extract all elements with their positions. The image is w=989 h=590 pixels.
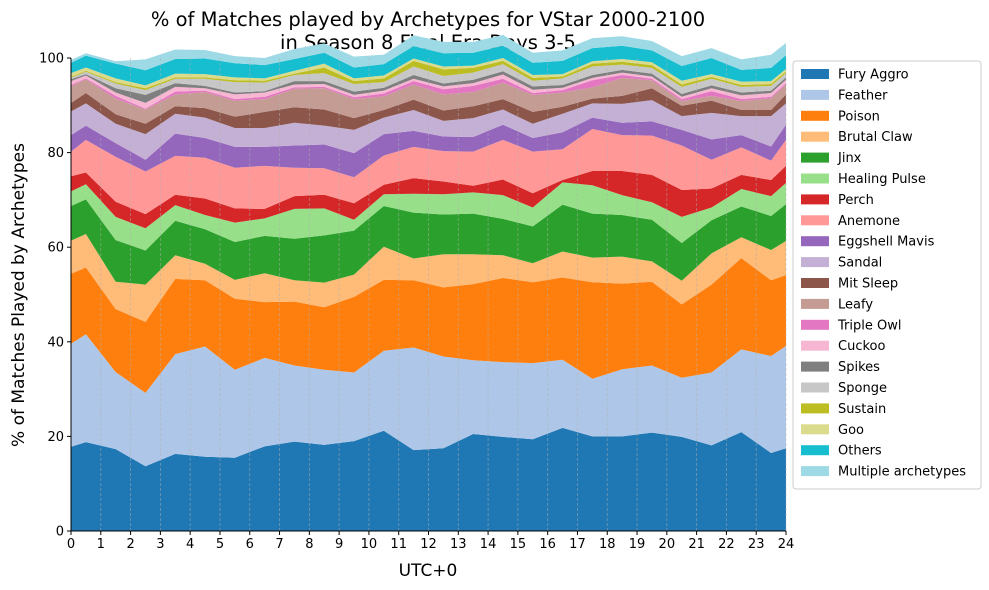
legend-label-jinx: Jinx [837, 151, 862, 166]
x-tick-label: 9 [335, 537, 343, 552]
area-cuckoo [71, 72, 786, 109]
area-multiple-archetypes [71, 34, 786, 71]
x-tick-label: 11 [390, 537, 407, 552]
x-tick-label: 1 [97, 537, 105, 552]
legend-label-healing-pulse: Healing Pulse [838, 172, 926, 187]
legend-label-goo: Goo [838, 423, 864, 438]
legend-swatch-others [801, 445, 829, 456]
x-axis-label: UTC+0 [399, 561, 458, 581]
area-spikes [71, 69, 786, 103]
y-axis-ticks: 0 20 40 60 80 100 [39, 52, 71, 540]
legend-label-fury-aggro: Fury Aggro [838, 68, 909, 83]
x-tick-label: 24 [778, 537, 795, 552]
legend-label-sandal: Sandal [838, 256, 882, 271]
x-tick-label: 21 [688, 537, 705, 552]
legend-swatch-triple-owl [801, 319, 829, 330]
legend-swatch-anemone [801, 215, 829, 226]
legend-swatch-multiple-archetypes [801, 466, 829, 477]
area-sustain [71, 60, 786, 91]
x-tick-label: 0 [67, 537, 75, 552]
x-tick-label: 12 [420, 537, 437, 552]
x-tick-label: 2 [126, 537, 134, 552]
x-gridlines [70, 58, 787, 531]
x-tick-label: 4 [186, 537, 194, 552]
legend-label-multiple-archetypes: Multiple archetypes [838, 465, 966, 480]
x-tick-label: 13 [450, 537, 467, 552]
legend-label-anemone: Anemone [838, 214, 900, 229]
x-tick-label: 15 [510, 537, 527, 552]
legend-label-eggshell-mavis: Eggshell Mavis [838, 235, 935, 250]
x-tick-label: 3 [156, 537, 164, 552]
chart-title-line1: % of Matches played by Archetypes for VS… [151, 8, 705, 31]
legend: Fury Aggro Feather Poison Brutal Claw Jinx He… [792, 60, 982, 490]
x-tick-label: 6 [246, 537, 254, 552]
legend-label-cuckoo: Cuckoo [838, 339, 885, 354]
legend-label-perch: Perch [838, 193, 874, 208]
x-tick-label: 17 [569, 537, 586, 552]
legend-swatch-perch [801, 194, 829, 205]
x-tick-label: 20 [659, 537, 676, 552]
x-tick-label: 16 [539, 537, 556, 552]
y-tick-label: 20 [47, 430, 64, 445]
legend-swatch-brutal-claw [801, 131, 829, 142]
legend-label-leafy: Leafy [838, 297, 873, 312]
y-tick-label: 40 [47, 335, 64, 350]
x-tick-label: 5 [216, 537, 224, 552]
x-tick-label: 22 [718, 537, 735, 552]
legend-swatch-feather [801, 89, 829, 100]
y-tick-label: 60 [47, 241, 64, 256]
y-tick-label: 80 [47, 146, 64, 161]
legend-box [792, 60, 982, 490]
legend-label-brutal-claw: Brutal Claw [838, 130, 913, 145]
legend-label-triple-owl: Triple Owl [837, 318, 901, 333]
legend-swatch-cuckoo [801, 340, 829, 351]
legend-swatch-spikes [801, 361, 829, 372]
legend-swatch-sandal [801, 257, 829, 268]
legend-swatch-fury-aggro [801, 69, 829, 79]
y-tick-label: 0 [56, 525, 64, 540]
x-tick-label: 14 [480, 537, 497, 552]
x-tick-label: 8 [305, 537, 313, 552]
legend-swatch-jinx [801, 152, 829, 163]
x-tick-label: 7 [275, 537, 283, 552]
legend-label-spikes: Spikes [838, 360, 880, 375]
legend-label-sustain: Sustain [838, 402, 886, 417]
legend-label-others: Others [838, 444, 882, 459]
legend-label-poison: Poison [838, 109, 880, 124]
legend-label-sponge: Sponge [838, 381, 887, 396]
legend-swatch-sponge [801, 382, 829, 393]
area-sponge [71, 64, 786, 95]
x-tick-label: 18 [599, 537, 616, 552]
legend-swatch-healing-pulse [801, 173, 829, 184]
legend-swatch-sustain [801, 403, 829, 414]
x-tick-label: 23 [748, 537, 765, 552]
legend-swatch-mit-sleep [801, 278, 829, 288]
y-axis-label: % of Matches Played by Archetypes [9, 143, 29, 447]
area-perch [71, 165, 786, 229]
legend-swatch-leafy [801, 298, 829, 309]
x-axis-ticks: 0 1 2 3 4 5 6 7 8 9 10 11 12 13 14 15 16 17 18 19 20 21 22 23 24 [67, 531, 794, 552]
legend-label-feather: Feather [838, 88, 888, 103]
x-tick-label: 19 [629, 537, 646, 552]
legend-swatch-poison [801, 110, 829, 121]
legend-swatch-goo [801, 424, 829, 435]
y-tick-label: 100 [39, 52, 64, 67]
x-tick-label: 10 [361, 537, 378, 552]
legend-swatch-eggshell-mavis [801, 236, 829, 247]
area-eggshell-mavis [71, 117, 786, 178]
legend-label-mit-sleep: Mit Sleep [838, 277, 898, 292]
